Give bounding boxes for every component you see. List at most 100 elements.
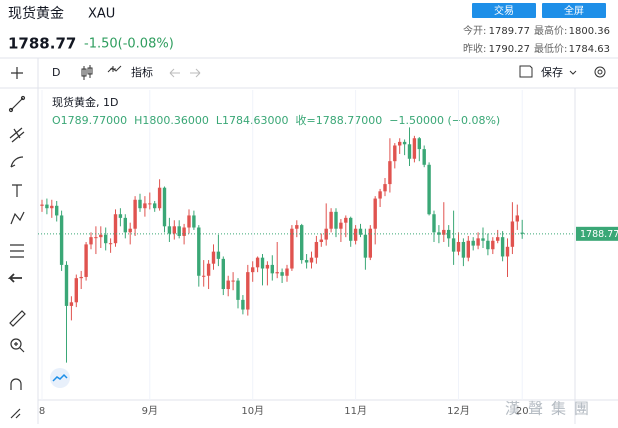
candle-body bbox=[309, 257, 314, 263]
candle-body bbox=[290, 228, 294, 269]
x-tick-label: 10月 bbox=[241, 405, 264, 417]
candle-body bbox=[236, 280, 240, 300]
candle-body bbox=[192, 215, 196, 228]
price-tag bbox=[576, 226, 618, 241]
x-tick-label: 11月 bbox=[344, 405, 367, 417]
candle-body bbox=[417, 138, 421, 150]
candle-body bbox=[84, 244, 88, 277]
candle-body bbox=[295, 225, 299, 229]
candle-body bbox=[221, 258, 225, 290]
candle-body bbox=[148, 203, 152, 205]
candle-body bbox=[89, 237, 93, 245]
trade-button-label[interactable]: 交易 bbox=[494, 4, 514, 17]
x-tick-label: 8 bbox=[39, 406, 45, 417]
candle-body bbox=[143, 203, 147, 209]
x-tick-label: 12月 bbox=[447, 405, 470, 417]
symbol-title: 现货黄金 bbox=[8, 5, 64, 22]
candle-body bbox=[133, 199, 137, 229]
candle-body bbox=[104, 234, 108, 244]
candle-body bbox=[108, 243, 113, 245]
x-tick-label: 20 bbox=[516, 406, 529, 417]
candle-body bbox=[471, 240, 475, 246]
candle-body bbox=[118, 214, 123, 218]
candle-body bbox=[275, 272, 279, 274]
candle-body bbox=[206, 263, 211, 276]
candle-body bbox=[334, 211, 338, 229]
fullscreen-button[interactable] bbox=[542, 3, 606, 18]
candle-body bbox=[172, 226, 176, 234]
candle-body bbox=[505, 246, 510, 257]
stat-value: 1789.77 bbox=[489, 26, 530, 37]
stat-value: 1784.63 bbox=[569, 44, 610, 55]
candle-body bbox=[363, 234, 368, 258]
interval-button[interactable]: D bbox=[52, 66, 60, 79]
candle-body bbox=[304, 260, 309, 263]
candle-body bbox=[197, 227, 201, 276]
candle-body bbox=[182, 227, 186, 236]
candle-body bbox=[211, 251, 216, 264]
save-button[interactable]: 保存 bbox=[541, 65, 563, 79]
candle-body bbox=[314, 241, 319, 258]
trade-button[interactable] bbox=[472, 3, 536, 18]
fullscreen-button-label[interactable]: 全屏 bbox=[564, 4, 584, 17]
candle-body bbox=[55, 205, 59, 216]
candle-body bbox=[388, 161, 392, 185]
chart-title: 现货黄金, 1D bbox=[52, 95, 118, 109]
candle-body bbox=[59, 215, 64, 265]
stat-label: 最高价: bbox=[534, 24, 567, 37]
candle-body bbox=[344, 217, 348, 223]
candle-body bbox=[447, 229, 451, 239]
logo-icon bbox=[52, 373, 68, 382]
price-change: -1.50(-0.08%) bbox=[84, 37, 174, 52]
candle-body bbox=[113, 214, 118, 244]
candle-body bbox=[456, 241, 461, 252]
candle-body bbox=[157, 187, 162, 209]
candle-body bbox=[412, 138, 417, 159]
drawing-tools[interactable] bbox=[7, 67, 26, 419]
indicator-icon[interactable] bbox=[107, 65, 122, 73]
candle-body bbox=[378, 191, 382, 199]
candle-body bbox=[123, 217, 127, 233]
candle-body bbox=[216, 251, 221, 259]
candle-body bbox=[520, 232, 524, 234]
chart-style-button[interactable] bbox=[81, 65, 93, 80]
stat-label: 最低价: bbox=[534, 42, 567, 55]
candle-body bbox=[319, 239, 323, 242]
candle-body bbox=[300, 225, 304, 261]
candle-body bbox=[339, 222, 343, 229]
candle-body bbox=[383, 184, 387, 192]
candle-body bbox=[153, 203, 157, 209]
candle-body bbox=[202, 275, 206, 277]
candle-body bbox=[368, 228, 372, 258]
indicators-button[interactable]: 指标 bbox=[131, 65, 153, 79]
candle-body bbox=[231, 280, 235, 282]
undo-redo[interactable] bbox=[169, 68, 201, 78]
candle-body bbox=[177, 226, 181, 236]
stat-label: 昨收: bbox=[463, 42, 486, 55]
candle-body bbox=[270, 264, 274, 274]
legend-item: H1800.36000 bbox=[134, 114, 209, 127]
candle-body bbox=[280, 272, 284, 276]
settings-icon[interactable] bbox=[594, 66, 606, 78]
y-tick-label: 1788.77 bbox=[580, 229, 618, 240]
plot-area bbox=[38, 90, 575, 400]
candle-body bbox=[260, 257, 265, 269]
save-icon[interactable] bbox=[519, 65, 533, 78]
candle-body bbox=[265, 264, 270, 269]
candle-body bbox=[226, 280, 230, 290]
dropdown-icon[interactable] bbox=[569, 70, 577, 75]
candle-body bbox=[432, 214, 436, 233]
candle-body bbox=[285, 268, 289, 276]
candle-body bbox=[241, 299, 245, 310]
candle-body bbox=[437, 232, 441, 235]
symbol-code: XAU bbox=[88, 7, 115, 22]
candle-body bbox=[461, 241, 466, 258]
stat-label: 今开: bbox=[463, 24, 486, 37]
candle-body bbox=[500, 237, 505, 257]
candle-body bbox=[393, 145, 397, 162]
candle-body bbox=[329, 211, 333, 229]
candle-body bbox=[45, 204, 49, 209]
settings-icon[interactable] bbox=[597, 69, 603, 75]
legend-item: 收=1788.77000 bbox=[296, 113, 383, 127]
candle-body bbox=[486, 240, 490, 250]
